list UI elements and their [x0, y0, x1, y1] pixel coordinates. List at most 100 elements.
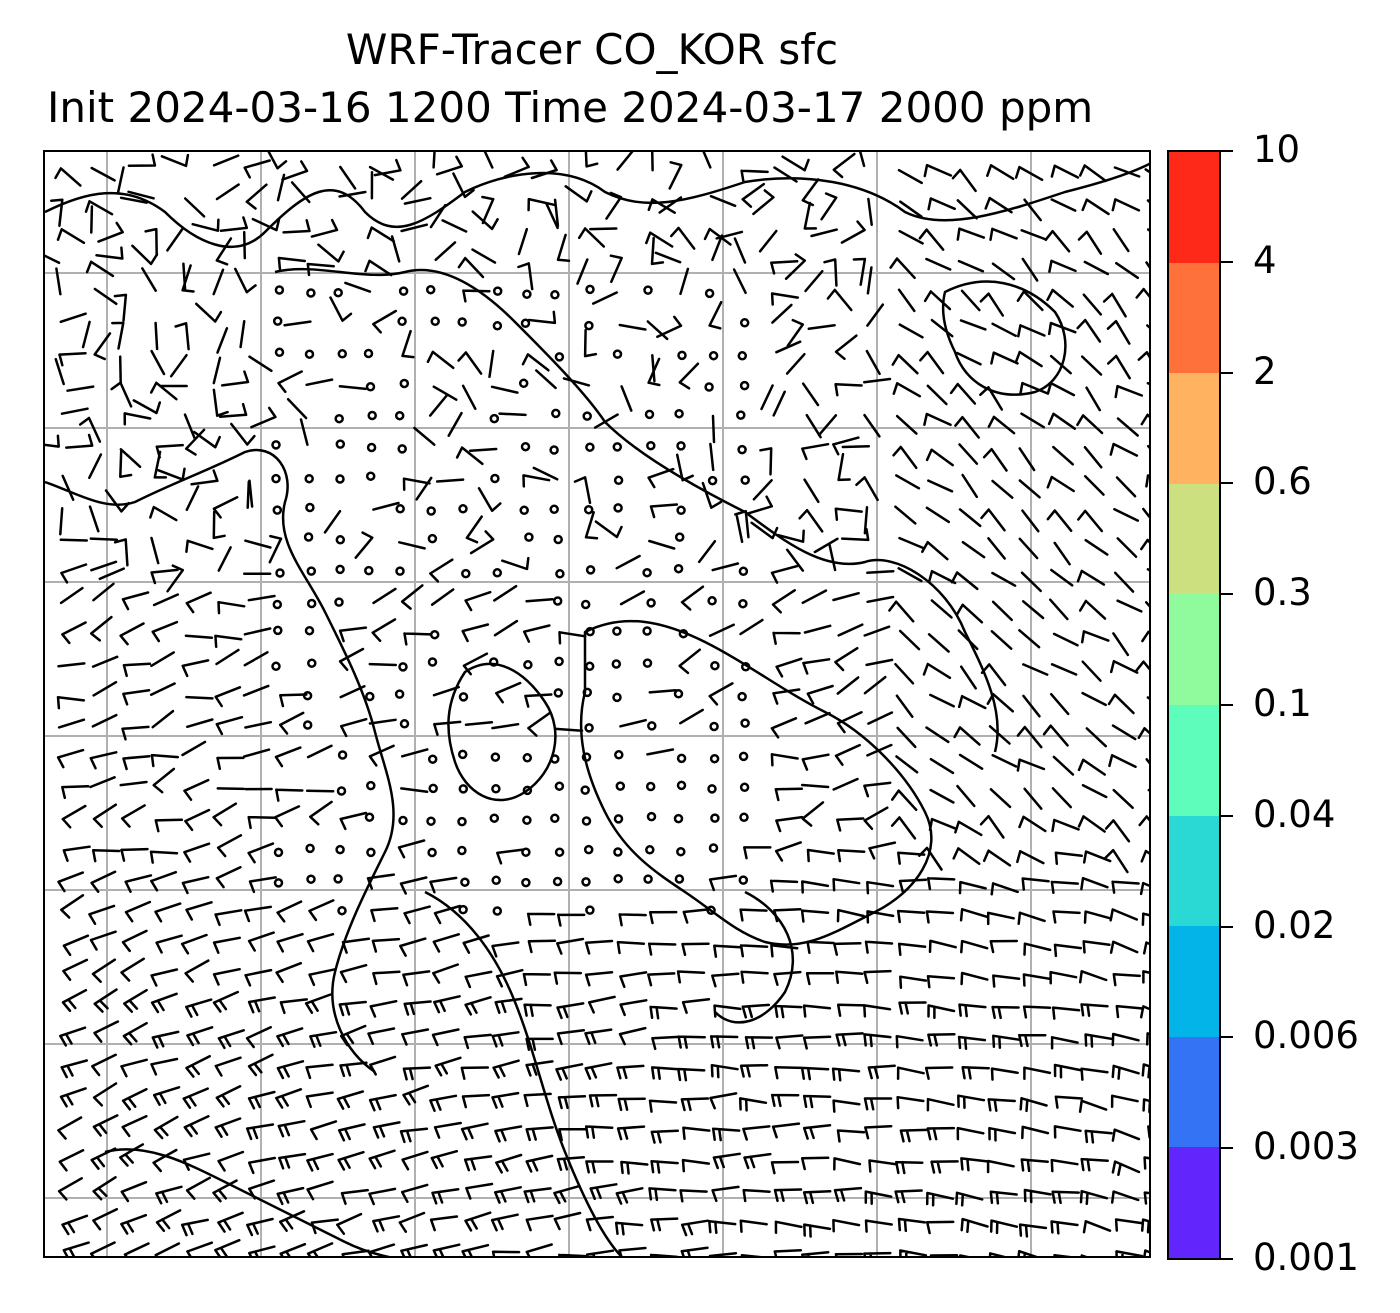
- wind-barb: [1022, 973, 1051, 987]
- wind-barb: [557, 1095, 587, 1110]
- wind-barb: [286, 397, 308, 420]
- calm-circle: [737, 691, 747, 702]
- colorbar-segment: [1169, 483, 1219, 595]
- wind-barb: [895, 1160, 924, 1175]
- wind-barb: [956, 199, 978, 220]
- calm-circle: [707, 784, 717, 794]
- wind-barb: [979, 814, 1005, 839]
- calm-circle: [585, 284, 595, 295]
- wind-barb: [1078, 164, 1107, 183]
- calm-circle: [521, 847, 531, 857]
- wind-barb: [58, 1149, 85, 1172]
- wind-barb: [339, 811, 368, 831]
- wind-barb: [305, 789, 335, 793]
- calm-circle: [491, 875, 501, 886]
- wind-barb: [892, 445, 918, 470]
- wind-barb: [275, 1088, 303, 1109]
- wind-barb: [589, 1183, 618, 1201]
- colorbar-tick-label: 0.1: [1253, 682, 1312, 725]
- wind-barb: [120, 1058, 148, 1078]
- wind-barb: [682, 1126, 711, 1140]
- calm-circle: [612, 692, 622, 703]
- wind-barb: [1023, 942, 1052, 956]
- colorbar-tick-label: 0.003: [1253, 1125, 1359, 1169]
- wind-barb: [527, 939, 557, 954]
- wind-barb: [1082, 293, 1103, 316]
- wind-barb: [113, 538, 129, 567]
- calm-circle: [642, 567, 652, 578]
- wind-barb: [57, 718, 86, 729]
- wind-barb: [1051, 818, 1080, 833]
- wind-barb: [898, 629, 921, 651]
- wind-barb: [894, 1189, 923, 1204]
- wind-barb: [230, 422, 256, 446]
- wind-barb: [750, 521, 779, 540]
- wind-barb: [800, 1066, 830, 1081]
- wind-barb: [57, 662, 86, 668]
- wind-barb: [242, 230, 247, 260]
- wind-barb: [400, 223, 429, 233]
- calm-circle: [399, 719, 410, 729]
- wind-barb: [831, 1067, 861, 1082]
- calm-circle: [644, 409, 655, 420]
- wind-barb: [554, 727, 584, 733]
- wind-barb: [951, 168, 977, 193]
- map-panel: [43, 150, 1151, 1258]
- wind-barb: [216, 834, 243, 858]
- wind-barb: [925, 448, 954, 467]
- calm-circle: [306, 288, 316, 298]
- calm-circle: [585, 565, 596, 575]
- calm-circle: [673, 813, 684, 824]
- wind-barb: [495, 1153, 523, 1174]
- wind-barb: [368, 1149, 396, 1170]
- wind-barb: [367, 1243, 396, 1256]
- wind-barb: [758, 229, 778, 253]
- calm-circle: [306, 874, 316, 884]
- wind-barb: [85, 260, 115, 278]
- wind-barb: [121, 929, 148, 953]
- wind-barb: [740, 169, 769, 183]
- calm-circle: [615, 781, 626, 791]
- wind-barb: [992, 974, 1021, 988]
- wind-barb: [770, 1093, 800, 1108]
- wind-barb: [1113, 507, 1140, 522]
- wind-barb: [772, 631, 801, 645]
- wind-barb: [986, 692, 1015, 713]
- wind-barb: [647, 198, 676, 214]
- calm-circle: [458, 904, 468, 915]
- wind-barb: [979, 386, 1004, 411]
- calm-circle: [304, 473, 314, 484]
- wind-barb: [650, 236, 665, 266]
- wind-barb: [186, 718, 214, 729]
- wind-barb: [759, 447, 773, 476]
- wind-barb: [1144, 168, 1149, 174]
- wind-barb: [949, 382, 977, 405]
- wind-barb: [806, 940, 835, 955]
- wind-barb: [1080, 630, 1110, 644]
- calm-circle: [397, 444, 407, 454]
- wind-barb: [769, 879, 799, 893]
- wind-barb: [584, 939, 614, 955]
- calm-circle: [427, 533, 438, 544]
- wind-barb: [214, 634, 243, 649]
- wind-barb: [447, 411, 463, 437]
- wind-barb: [155, 1209, 182, 1233]
- wind-barb: [306, 1242, 334, 1256]
- wind-barb: [770, 717, 798, 739]
- wind-barb: [120, 957, 145, 982]
- wind-barb: [399, 876, 428, 895]
- wind-barb: [398, 1211, 426, 1233]
- colorbar-segment: [1169, 705, 1219, 816]
- wind-barb: [1137, 727, 1149, 740]
- wind-barb: [276, 1027, 304, 1048]
- calm-circle: [519, 505, 529, 516]
- colorbar: [1167, 150, 1221, 1260]
- calm-circle: [552, 876, 563, 887]
- wind-barb: [463, 1033, 492, 1050]
- wind-barb: [433, 1121, 462, 1139]
- wind-barb: [279, 998, 308, 1015]
- calm-circle: [520, 318, 531, 329]
- wind-barb: [212, 1179, 238, 1203]
- wind-barb: [239, 320, 246, 349]
- wind-barb: [183, 778, 210, 801]
